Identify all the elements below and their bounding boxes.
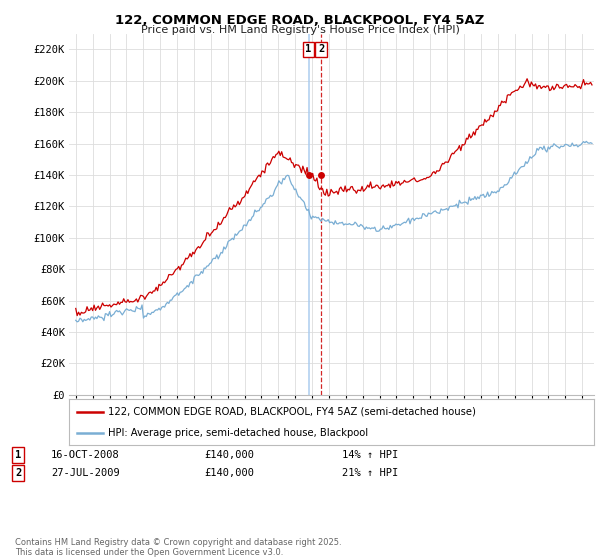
- Text: 122, COMMON EDGE ROAD, BLACKPOOL, FY4 5AZ: 122, COMMON EDGE ROAD, BLACKPOOL, FY4 5A…: [115, 14, 485, 27]
- Text: Contains HM Land Registry data © Crown copyright and database right 2025.
This d: Contains HM Land Registry data © Crown c…: [15, 538, 341, 557]
- Text: 16-OCT-2008: 16-OCT-2008: [51, 450, 120, 460]
- Text: 27-JUL-2009: 27-JUL-2009: [51, 468, 120, 478]
- Text: 21% ↑ HPI: 21% ↑ HPI: [342, 468, 398, 478]
- Text: HPI: Average price, semi-detached house, Blackpool: HPI: Average price, semi-detached house,…: [109, 428, 368, 438]
- Text: 1: 1: [15, 450, 21, 460]
- Text: 2: 2: [15, 468, 21, 478]
- Text: £140,000: £140,000: [204, 450, 254, 460]
- Text: 14% ↑ HPI: 14% ↑ HPI: [342, 450, 398, 460]
- Text: £140,000: £140,000: [204, 468, 254, 478]
- Text: 2: 2: [318, 44, 325, 54]
- Text: Price paid vs. HM Land Registry's House Price Index (HPI): Price paid vs. HM Land Registry's House …: [140, 25, 460, 35]
- Text: 1: 1: [305, 44, 311, 54]
- Text: 122, COMMON EDGE ROAD, BLACKPOOL, FY4 5AZ (semi-detached house): 122, COMMON EDGE ROAD, BLACKPOOL, FY4 5A…: [109, 407, 476, 417]
